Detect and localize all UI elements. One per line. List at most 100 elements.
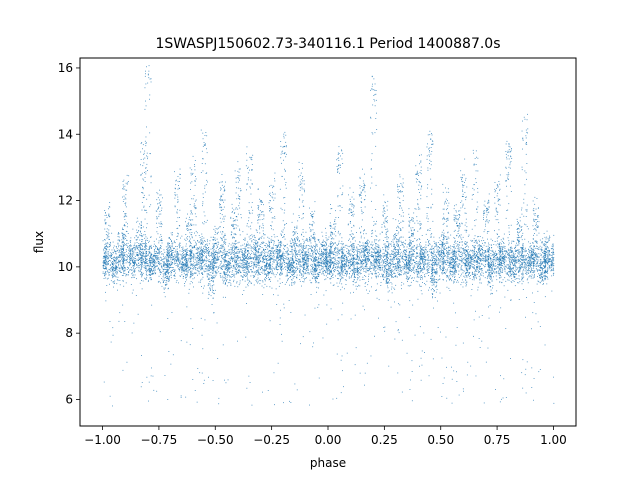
data-point: [192, 268, 194, 270]
data-point: [194, 164, 195, 165]
data-point: [220, 189, 221, 191]
data-point: [282, 255, 284, 257]
data-point: [196, 232, 198, 234]
data-point: [104, 259, 105, 261]
data-point: [140, 143, 142, 144]
data-point: [280, 259, 281, 261]
data-point: [236, 216, 238, 218]
data-point: [201, 243, 203, 245]
data-point: [120, 245, 122, 247]
data-point: [103, 260, 104, 262]
data-point: [169, 266, 171, 268]
data-point: [161, 267, 163, 269]
data-point: [190, 234, 192, 236]
data-point: [190, 189, 191, 190]
data-point: [184, 259, 186, 260]
data-point: [104, 252, 106, 254]
data-point: [144, 209, 145, 211]
data-point: [142, 248, 144, 250]
data-point: [271, 266, 273, 268]
data-point: [106, 255, 108, 257]
data-point: [202, 259, 203, 261]
data-point: [222, 344, 224, 346]
data-point: [153, 389, 155, 391]
data-point: [109, 244, 110, 246]
data-point: [107, 251, 109, 253]
data-point: [298, 263, 300, 265]
data-point: [202, 145, 204, 147]
data-point: [230, 257, 232, 259]
data-point: [215, 265, 217, 267]
data-point: [145, 241, 146, 243]
data-point: [260, 255, 262, 256]
data-point: [195, 244, 197, 246]
data-point: [234, 268, 236, 270]
data-point: [160, 248, 162, 249]
data-point: [188, 229, 189, 231]
data-point: [192, 247, 194, 249]
data-point: [232, 236, 234, 238]
data-point: [170, 266, 172, 268]
data-point: [236, 263, 238, 264]
data-point: [171, 267, 173, 268]
data-point: [173, 259, 175, 260]
data-point: [268, 256, 270, 258]
data-point: [275, 249, 277, 250]
data-point: [231, 258, 233, 259]
data-point: [212, 263, 214, 265]
data-point: [107, 262, 109, 264]
data-point: [125, 259, 127, 260]
data-point: [291, 246, 292, 248]
data-point: [181, 248, 183, 250]
data-point: [143, 205, 145, 207]
data-point: [283, 197, 285, 199]
data-point: [160, 236, 162, 237]
data-point: [262, 294, 264, 295]
data-point: [198, 255, 200, 257]
data-point: [104, 239, 105, 240]
data-point: [163, 287, 165, 289]
data-point: [247, 179, 249, 181]
data-point: [107, 264, 109, 265]
data-point: [267, 271, 268, 273]
data-point: [125, 234, 126, 236]
data-point: [280, 240, 281, 242]
data-point: [233, 246, 235, 248]
data-point: [237, 249, 239, 250]
data-point: [225, 253, 227, 255]
data-point: [103, 267, 104, 269]
data-point: [242, 294, 243, 295]
data-point: [154, 267, 156, 269]
data-point: [239, 202, 240, 204]
data-point: [213, 257, 215, 259]
data-point: [244, 280, 246, 282]
data-point: [123, 229, 124, 230]
data-point: [242, 276, 244, 278]
data-point: [226, 279, 228, 280]
data-point: [177, 201, 179, 203]
data-point: [129, 250, 130, 252]
data-point: [257, 282, 258, 284]
data-point: [273, 274, 275, 276]
data-point: [256, 266, 258, 268]
data-point: [260, 252, 261, 254]
data-point: [130, 248, 132, 250]
data-point: [108, 261, 109, 262]
data-point: [232, 261, 233, 262]
data-point: [301, 274, 303, 276]
data-point: [136, 221, 137, 223]
data-point: [204, 264, 206, 265]
data-point: [179, 250, 181, 252]
data-point: [102, 267, 104, 269]
data-point: [139, 244, 141, 245]
data-point: [268, 255, 270, 257]
data-point: [245, 272, 247, 274]
data-point: [147, 269, 149, 271]
data-point: [299, 271, 301, 273]
data-point: [145, 239, 147, 241]
data-point: [122, 256, 124, 257]
data-point: [160, 221, 162, 223]
data-point: [131, 273, 133, 275]
data-point: [140, 222, 142, 224]
data-point: [200, 269, 202, 271]
